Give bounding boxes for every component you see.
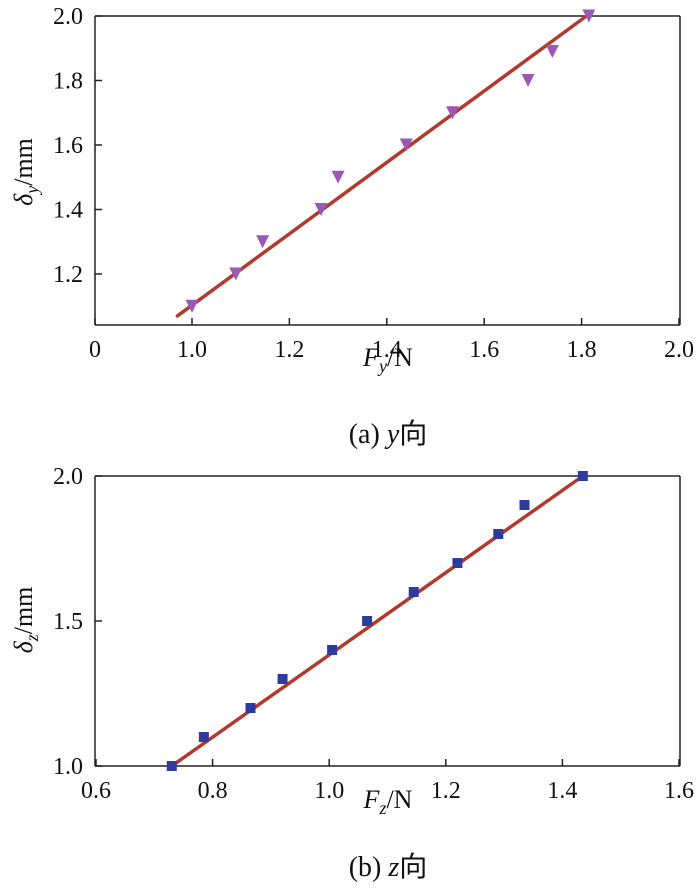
chart-a-x-tick-label: 1.6 [469, 337, 499, 363]
chart-a-data-point [545, 44, 559, 58]
chart-a-points [185, 9, 596, 313]
chart-a-y-tick-label: 1.2 [53, 262, 83, 288]
chart-b-points [166, 471, 588, 771]
chart-b-x-tick-label: 0.6 [81, 778, 111, 804]
chart-a-y-tick-label: 1.4 [53, 198, 83, 224]
chart-a-data-point [314, 203, 328, 216]
chart-a-data-point [256, 235, 270, 249]
chart-a-x-tick-label: 1.4 [372, 337, 402, 363]
chart-a-fit-line [175, 14, 589, 318]
chart-b-y-tick-label: 1.5 [53, 609, 83, 635]
chart-b-x-tick-label: 1.6 [664, 778, 694, 804]
chart-b-data-point [277, 674, 288, 684]
chart-b-data-point [327, 645, 338, 655]
chart-a-y-axis-title: δy/mm [9, 138, 42, 206]
chart-b-data-point [519, 500, 530, 510]
chart-b-y-tick-label: 2.0 [53, 464, 83, 490]
chart-b-caption: (b) z向 [349, 851, 428, 883]
chart-b-data-point [408, 587, 419, 597]
chart-a-y-tick-label: 2.0 [53, 4, 83, 30]
chart-a-data-point [521, 74, 535, 87]
chart-a-caption: (a) y向 [349, 418, 428, 450]
chart-a-data-point [229, 267, 243, 281]
chart-b-x-tick-label: 1.0 [314, 778, 344, 804]
chart-b-x-axis-title: Fz/N [363, 785, 413, 818]
chart-b-data-point [493, 529, 504, 539]
chart-a-x-tick-label: 2.0 [664, 337, 694, 363]
chart-b-fit-line [170, 474, 585, 768]
chart-b-data-point [577, 471, 588, 481]
chart-a-y-tick-label: 1.6 [53, 133, 83, 159]
chart-a-data-point [331, 170, 345, 184]
chart-a-x-axis-title: Fy/N [362, 343, 413, 376]
chart-b-x-tick-label: 1.2 [431, 778, 461, 804]
chart-b-ticks: 0.6 0.8 1.0 1.2 1.4 1.6 1.0 1.5 2.0 [53, 464, 694, 804]
chart-a-fit-line-group [175, 14, 589, 318]
chart-a-x-tick-label: 1.2 [274, 337, 304, 363]
chart-a-x-tick-label: 0 [89, 337, 101, 363]
chart-b-data-point [452, 558, 463, 568]
chart-a: 0 1.0 1.2 1.4 1.6 1.8 2.01.21.41.61.82.0 Fy/N … [9, 4, 694, 450]
chart-b-y-axis-title: δz/mm [9, 587, 42, 654]
chart-a-y-tick-label: 1.8 [53, 69, 83, 95]
chart-b-data-point [166, 761, 177, 771]
chart-a-data-point [399, 138, 413, 152]
chart-b-data-point [198, 732, 209, 742]
chart-a-x-tick-label: 1.0 [177, 337, 207, 363]
chart-a-x-tick-label: 1.8 [567, 337, 597, 363]
chart-a-data-point [185, 299, 199, 313]
chart-b-data-point [245, 703, 256, 713]
chart-a-data-point [446, 106, 460, 120]
chart-b-y-tick-label: 1.0 [53, 754, 83, 780]
chart-b-data-point [362, 616, 373, 626]
chart-b-fit-line-group [170, 474, 585, 768]
chart-b: 0.6 0.8 1.0 1.2 1.4 1.6 1.0 1.5 2.0 Fz/N δz/mm (… [9, 464, 694, 883]
chart-a-ticks: 0 1.0 1.2 1.4 1.6 1.8 2.0 1.2 1.4 1.6 1.8 2.0 [53, 4, 694, 363]
chart-a-data-point [582, 9, 596, 23]
chart-b-x-tick-label: 1.4 [547, 778, 577, 804]
chart-b-x-tick-label: 0.8 [198, 778, 228, 804]
